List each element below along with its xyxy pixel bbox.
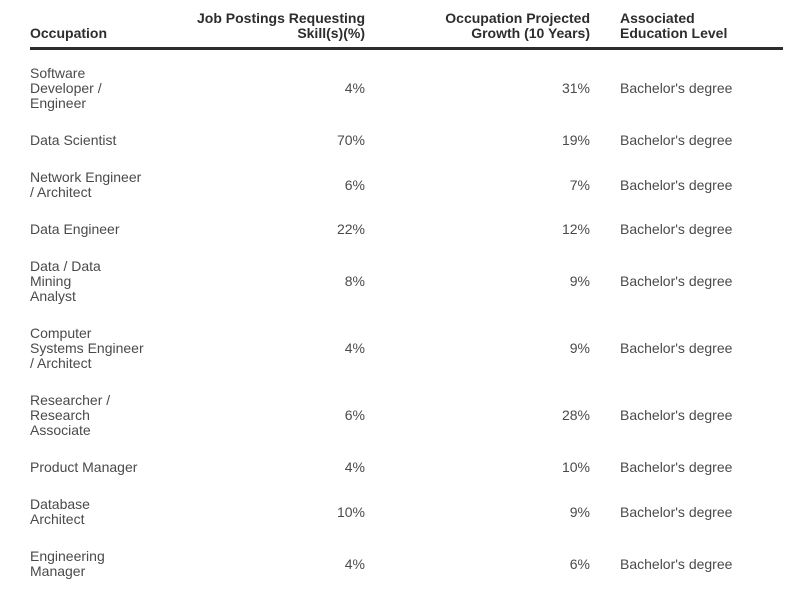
projected-growth-cell: 19% bbox=[365, 122, 590, 159]
table-row: Researcher / Research Associate 6% 28% B… bbox=[30, 382, 783, 449]
job-postings-cell: 22% bbox=[145, 211, 365, 248]
education-level-cell: Bachelor's degree bbox=[590, 486, 783, 538]
job-postings-cell: 4% bbox=[145, 49, 365, 123]
job-postings-cell: 8% bbox=[145, 248, 365, 315]
projected-growth-cell: 6% bbox=[365, 538, 590, 590]
job-postings-cell: 10% bbox=[145, 486, 365, 538]
table-header: Occupation Job Postings Requesting Skill… bbox=[30, 0, 783, 49]
job-postings-cell: 4% bbox=[145, 449, 365, 486]
table-row: Computer Systems Engineer / Architect 4%… bbox=[30, 315, 783, 382]
table-row: Data Scientist 70% 19% Bachelor's degree bbox=[30, 122, 783, 159]
table-row: Product Manager 4% 10% Bachelor's degree bbox=[30, 449, 783, 486]
projected-growth-cell: 9% bbox=[365, 486, 590, 538]
projected-growth-cell: 10% bbox=[365, 449, 590, 486]
job-postings-cell: 6% bbox=[145, 159, 365, 211]
projected-growth-cell: 9% bbox=[365, 248, 590, 315]
education-level-cell: Bachelor's degree bbox=[590, 449, 783, 486]
column-header-education-level: Associated Education Level bbox=[590, 0, 783, 49]
table-body: Software Developer / Engineer 4% 31% Bac… bbox=[30, 49, 783, 590]
projected-growth-cell: 31% bbox=[365, 49, 590, 123]
column-header-job-postings: Job Postings Requesting Skill(s)(%) bbox=[145, 0, 365, 49]
job-postings-cell: 4% bbox=[145, 538, 365, 590]
table-row: Engineering Manager 4% 6% Bachelor's deg… bbox=[30, 538, 783, 590]
occupation-cell: Researcher / Research Associate bbox=[30, 382, 145, 449]
occupation-cell: Data / Data Mining Analyst bbox=[30, 248, 145, 315]
table-row: Network Engineer / Architect 6% 7% Bache… bbox=[30, 159, 783, 211]
occupation-cell: Computer Systems Engineer / Architect bbox=[30, 315, 145, 382]
header-row: Occupation Job Postings Requesting Skill… bbox=[30, 0, 783, 49]
table-row: Data Engineer 22% 12% Bachelor's degree bbox=[30, 211, 783, 248]
occupation-cell: Network Engineer / Architect bbox=[30, 159, 145, 211]
column-header-occupation: Occupation bbox=[30, 0, 145, 49]
column-header-projected-growth: Occupation Projected Growth (10 Years) bbox=[365, 0, 590, 49]
education-level-cell: Bachelor's degree bbox=[590, 315, 783, 382]
projected-growth-cell: 28% bbox=[365, 382, 590, 449]
occupation-cell: Data Scientist bbox=[30, 122, 145, 159]
job-postings-cell: 70% bbox=[145, 122, 365, 159]
occupation-cell: Database Architect bbox=[30, 486, 145, 538]
education-level-cell: Bachelor's degree bbox=[590, 538, 783, 590]
occupation-cell: Engineering Manager bbox=[30, 538, 145, 590]
education-level-cell: Bachelor's degree bbox=[590, 211, 783, 248]
occupation-cell: Product Manager bbox=[30, 449, 145, 486]
table-row: Database Architect 10% 9% Bachelor's deg… bbox=[30, 486, 783, 538]
occupation-cell: Software Developer / Engineer bbox=[30, 49, 145, 123]
projected-growth-cell: 7% bbox=[365, 159, 590, 211]
occupation-cell: Data Engineer bbox=[30, 211, 145, 248]
occupation-skills-table: Occupation Job Postings Requesting Skill… bbox=[30, 0, 783, 590]
education-level-cell: Bachelor's degree bbox=[590, 49, 783, 123]
table-row: Software Developer / Engineer 4% 31% Bac… bbox=[30, 49, 783, 123]
table-row: Data / Data Mining Analyst 8% 9% Bachelo… bbox=[30, 248, 783, 315]
projected-growth-cell: 12% bbox=[365, 211, 590, 248]
education-level-cell: Bachelor's degree bbox=[590, 248, 783, 315]
education-level-cell: Bachelor's degree bbox=[590, 122, 783, 159]
job-postings-cell: 4% bbox=[145, 315, 365, 382]
education-level-cell: Bachelor's degree bbox=[590, 159, 783, 211]
education-level-cell: Bachelor's degree bbox=[590, 382, 783, 449]
projected-growth-cell: 9% bbox=[365, 315, 590, 382]
job-postings-cell: 6% bbox=[145, 382, 365, 449]
